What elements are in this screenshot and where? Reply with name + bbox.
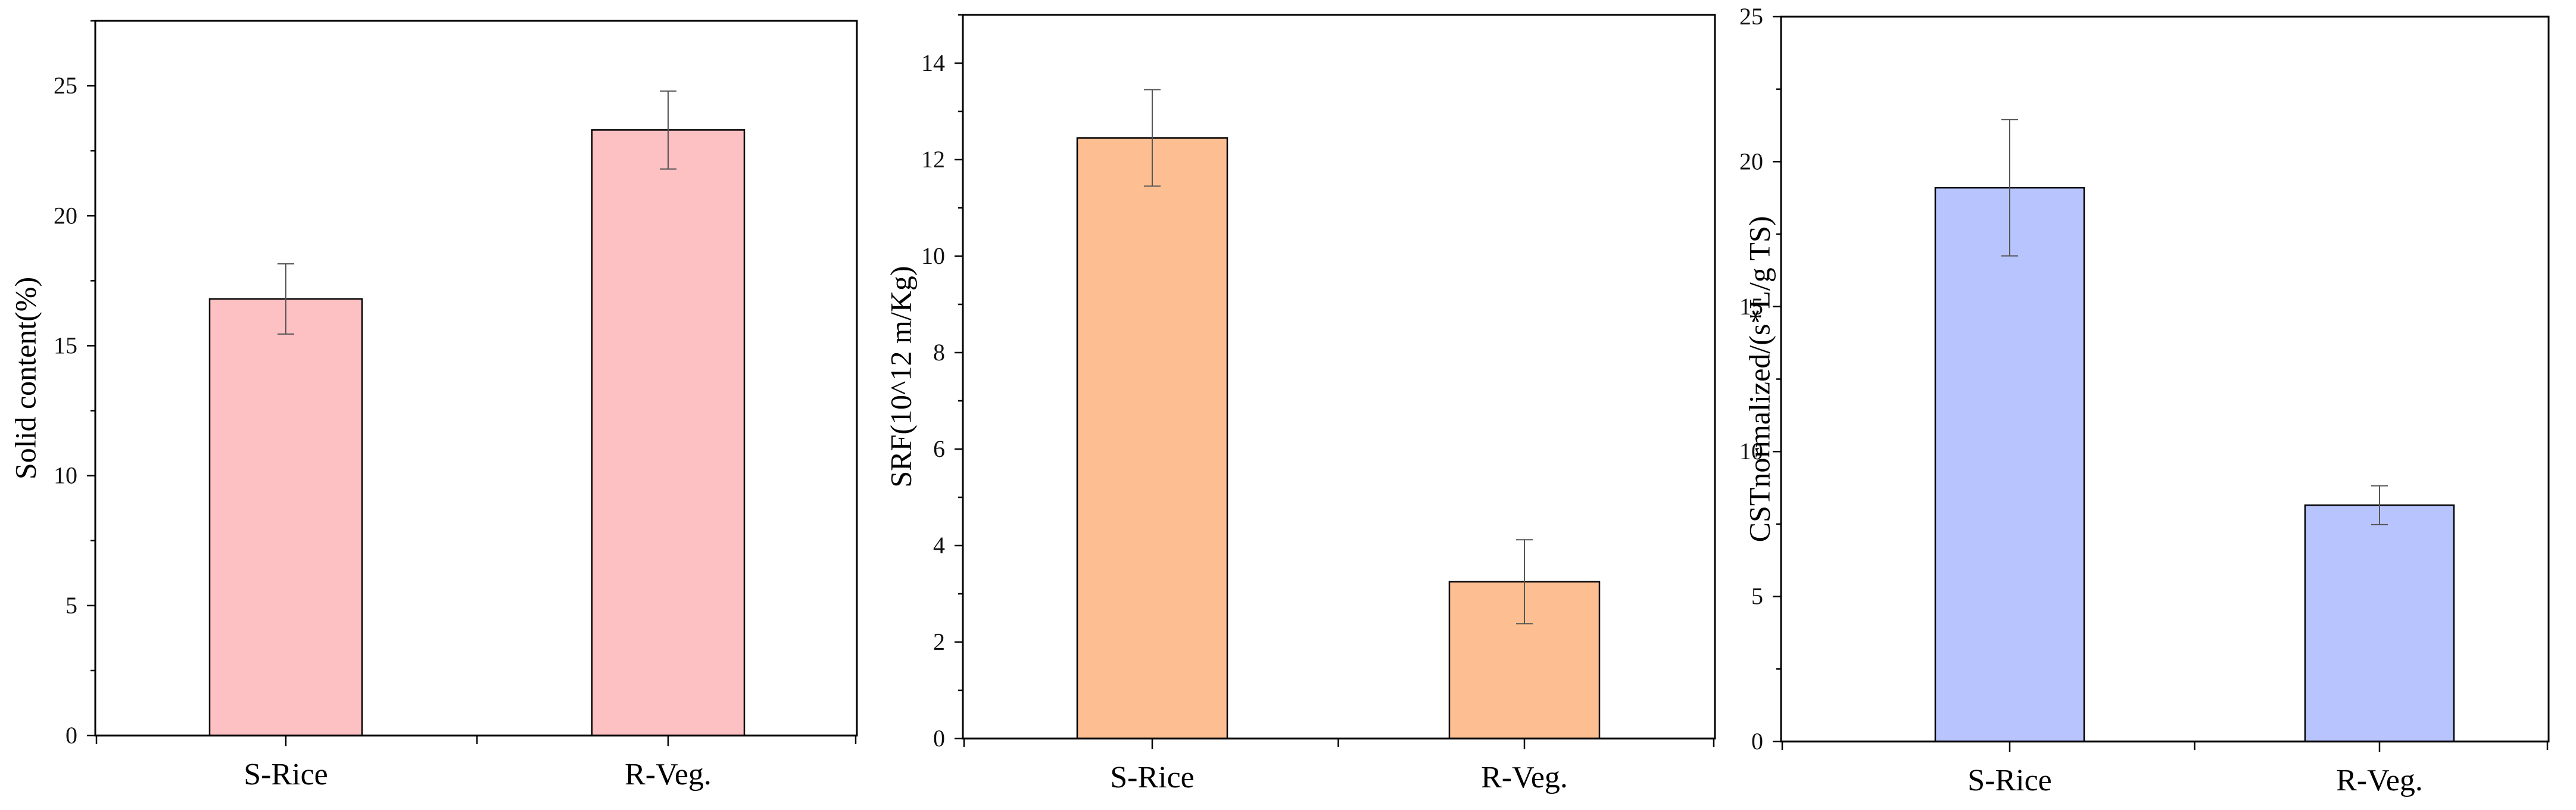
bar-s-rice xyxy=(1934,186,2085,743)
cst-normalized-chart: 0 5 10 15 20 25 S-Rice R-Veg. CSTnormalized/(s*L… xyxy=(1739,3,2550,797)
x-category-label: S-Rice xyxy=(244,758,328,792)
y-tick-label: 2 xyxy=(933,628,945,655)
srf-chart: 0 2 4 6 8 10 12 14 S-Rice R-Veg. SRF(10^12 m/Kg) xyxy=(884,14,1716,795)
y-tick-label: 20 xyxy=(1739,148,1763,175)
bar-s-rice xyxy=(208,298,363,737)
y-tick-label: 15 xyxy=(54,332,77,359)
y-tick-label: 0 xyxy=(933,725,945,752)
plot-frame xyxy=(962,14,1716,740)
x-category-label: S-Rice xyxy=(1967,764,2052,797)
y-tick-label: 4 xyxy=(933,532,945,559)
y-tick-label: 15 xyxy=(1739,293,1763,320)
bar-r-veg xyxy=(2304,504,2455,743)
y-tick-label: 0 xyxy=(1751,728,1763,755)
y-tick-label: 25 xyxy=(1739,3,1763,30)
y-axis-title: Solid content(%) xyxy=(8,277,42,479)
y-tick-label: 25 xyxy=(54,72,77,99)
y-axis-title: SRF(10^12 m/Kg) xyxy=(884,266,917,487)
y-tick-label: 14 xyxy=(921,49,945,76)
bar-s-rice xyxy=(1076,137,1228,740)
solid-content-chart: 0 5 10 15 20 25 S-Rice R-Veg. Solid content(%) xyxy=(8,20,858,792)
bar-r-veg xyxy=(591,129,746,737)
y-tick-label: 6 xyxy=(933,435,945,462)
y-tick-label: 8 xyxy=(933,339,945,366)
x-category-label: R-Veg. xyxy=(625,758,712,792)
y-axis-title: CSTnormalized/(s*L/g TS) xyxy=(1742,216,1776,543)
y-tick-label: 10 xyxy=(54,462,77,489)
y-tick-label: 0 xyxy=(66,722,77,749)
x-category-label: R-Veg. xyxy=(2336,764,2423,797)
y-tick-label: 5 xyxy=(1751,583,1763,610)
x-category-label: R-Veg. xyxy=(1481,761,1568,795)
x-category-label: S-Rice xyxy=(1110,761,1195,795)
plot-frame xyxy=(94,20,858,737)
y-tick-label: 10 xyxy=(1739,438,1763,465)
y-tick-label: 10 xyxy=(921,242,945,269)
y-tick-label: 5 xyxy=(66,592,77,619)
y-tick-label: 12 xyxy=(921,146,945,173)
y-tick-label: 20 xyxy=(54,202,77,229)
